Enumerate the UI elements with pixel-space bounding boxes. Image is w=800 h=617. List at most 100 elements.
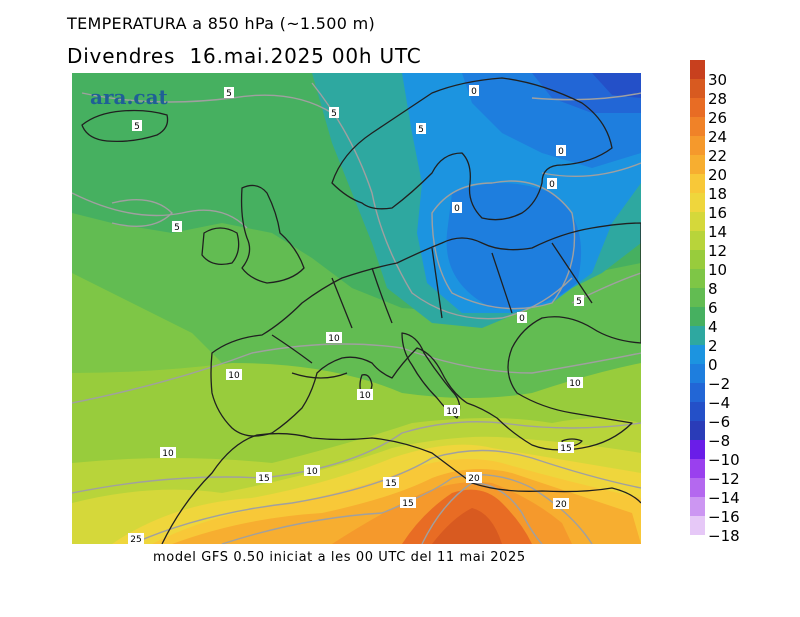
colorbar-swatch	[690, 440, 705, 459]
isotherm-label: 5	[134, 122, 140, 132]
isotherm-label: 5	[331, 109, 337, 119]
colorbar-label: −14	[708, 489, 740, 507]
isotherm-label: 15	[402, 499, 413, 509]
colorbar-swatch	[690, 364, 705, 383]
isotherm-label: 10	[228, 371, 240, 381]
colorbar-swatch	[690, 383, 705, 402]
isotherm-label: 20	[555, 500, 567, 510]
isotherm-label-bg	[567, 377, 583, 388]
isotherm-label-bg	[547, 178, 557, 189]
colorbar-label: 18	[708, 185, 728, 203]
isotherm-label-bg	[128, 533, 144, 544]
isotherm-label-bg	[329, 107, 339, 118]
isotherm-label: 25	[130, 535, 141, 544]
colorbar-label: 16	[708, 204, 728, 222]
isotherm-label-bg	[444, 405, 460, 416]
isotherm-label-bg	[400, 497, 416, 508]
colorbar-label: 4	[708, 318, 718, 336]
colorbar-swatch	[690, 174, 705, 193]
colorbar-swatch	[690, 402, 705, 421]
colorbar-label: 2	[708, 337, 718, 355]
colorbar-swatch	[690, 155, 705, 174]
isotherm-label-bg	[256, 472, 272, 483]
iceland-outline	[81, 109, 169, 143]
isotherm-labels: 5 5 5 5 5 0 0 0 0 0 5 10 10 10 10 10 10 10 15 15 15 15 20 20 25	[128, 85, 584, 544]
isotherm-label-bg	[517, 312, 527, 323]
colorbar-swatch	[690, 250, 705, 269]
isotherm-label: 0	[454, 204, 460, 214]
colorbar-swatch	[690, 117, 705, 136]
continent-outline	[210, 222, 641, 451]
isotherm-label: 5	[576, 297, 582, 307]
colorbar-swatch	[690, 79, 705, 98]
colorbar-swatch	[690, 516, 705, 535]
colorbar-swatch	[690, 307, 705, 326]
map-valid-time: Divendres 16.mai.2025 00h UTC	[67, 44, 422, 68]
colorbar-label: −6	[708, 413, 731, 431]
isotherm-label: 0	[519, 314, 525, 324]
colorbar-swatch	[690, 193, 705, 212]
isotherms	[72, 82, 641, 544]
colorbar-swatch	[690, 421, 705, 440]
colorbar-swatch	[690, 478, 705, 497]
zone-minus2	[446, 183, 582, 309]
isotherm-label-bg	[160, 447, 176, 458]
isotherm-label: 15	[385, 479, 396, 489]
colorbar-swatch	[690, 212, 705, 231]
colorbar-swatch	[690, 136, 705, 155]
colorbar-swatch	[690, 345, 705, 364]
britain-outline	[240, 184, 305, 284]
colorbar-label: 8	[708, 280, 718, 298]
isotherm-label-bg	[558, 442, 574, 453]
colorbar-label: 6	[708, 299, 718, 317]
colorbar-swatch	[690, 60, 705, 79]
colorbar-label: 28	[708, 90, 728, 108]
colorbar-label: 12	[708, 242, 728, 260]
isotherm-label: 5	[226, 89, 232, 99]
map-title: TEMPERATURA a 850 hPa (~1.500 m)	[67, 14, 376, 33]
italy-outline	[401, 332, 461, 419]
valid-date: 16.mai.2025 00h UTC	[189, 44, 422, 68]
isotherm-label: 15	[560, 444, 571, 454]
isotherm-label-bg	[574, 295, 584, 306]
isotherm-label-bg	[553, 498, 569, 509]
colorbar-label: 20	[708, 166, 728, 184]
zone-26	[432, 508, 502, 544]
colorbar-label: −2	[708, 375, 731, 393]
africa-outline	[161, 432, 641, 544]
colorbar-label: 14	[708, 223, 728, 241]
colorbar-label: 10	[708, 261, 728, 279]
colorbar-label: −8	[708, 432, 731, 450]
isotherm-label: 0	[558, 147, 564, 157]
colorbar-label: 30	[708, 71, 728, 89]
isotherm-label: 0	[471, 87, 477, 97]
aracat-logo: ara.cat	[90, 85, 168, 109]
isotherm-label: 5	[174, 223, 180, 233]
colorbar-label: 22	[708, 147, 728, 165]
model-run-info: model GFS 0.50 iniciat a les 00 UTC del …	[153, 550, 526, 565]
colorbar-label: 26	[708, 109, 728, 127]
colorbar-label: −12	[708, 470, 740, 488]
isotherm-label-bg	[326, 332, 342, 343]
colorbar-swatch	[690, 231, 705, 250]
isotherm-label-bg	[172, 221, 182, 232]
isotherm-label-bg	[357, 389, 373, 400]
isotherm-label-bg	[416, 123, 426, 134]
colorbar-swatch	[690, 497, 705, 516]
isotherm-label-bg	[469, 85, 479, 96]
colorbar-label: −18	[708, 527, 740, 545]
isotherm-label-bg	[452, 202, 462, 213]
isotherm-label: 20	[468, 474, 480, 484]
scandinavia-outline	[331, 77, 613, 221]
colorbar-label: 24	[708, 128, 728, 146]
isotherm-label: 10	[359, 391, 371, 401]
isotherm-label: 0	[549, 180, 555, 190]
isotherm-label: 5	[418, 125, 424, 135]
temperature-colorbar	[690, 60, 705, 535]
colorbar-label: −4	[708, 394, 731, 412]
isotherm-label: 10	[328, 334, 340, 344]
isotherm-label-bg	[132, 120, 142, 131]
isotherm-label-bg	[383, 477, 399, 488]
isotherm-label: 10	[162, 449, 174, 459]
temperature-map: 5 5 5 5 5 0 0 0 0 0 5 10 10 10 10 10 10 10 15 15 15 15 20 20 25	[72, 73, 641, 544]
